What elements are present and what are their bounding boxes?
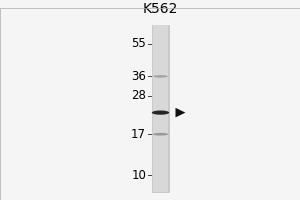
Bar	[153, 25, 168, 192]
Text: K562: K562	[143, 2, 178, 16]
Text: 17: 17	[131, 128, 146, 141]
Ellipse shape	[153, 75, 168, 78]
Bar	[152, 25, 169, 192]
Polygon shape	[176, 108, 185, 117]
Text: 36: 36	[131, 70, 146, 83]
Ellipse shape	[152, 110, 169, 115]
Text: 55: 55	[131, 37, 146, 50]
Ellipse shape	[153, 133, 168, 136]
Text: 10: 10	[131, 169, 146, 182]
Text: 28: 28	[131, 89, 146, 102]
